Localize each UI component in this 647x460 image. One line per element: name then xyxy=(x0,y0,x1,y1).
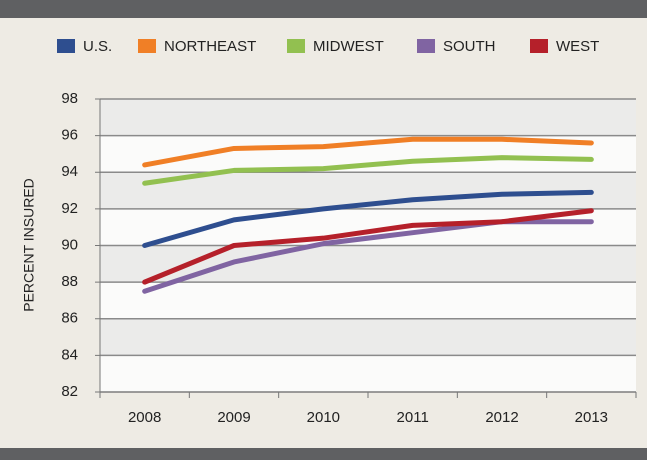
series-line xyxy=(142,189,594,248)
legend-label: MIDWEST xyxy=(313,38,384,55)
legend-label: SOUTH xyxy=(443,38,496,55)
y-tick-label: 96 xyxy=(61,127,78,144)
y-tick-label: 84 xyxy=(61,346,78,363)
y-tick-label: 92 xyxy=(61,200,78,217)
x-tick-label: 2010 xyxy=(307,409,340,426)
series-line xyxy=(142,136,594,168)
grid-band xyxy=(100,99,636,136)
x-tick-label: 2013 xyxy=(575,409,608,426)
legend-label: U.S. xyxy=(83,38,112,55)
grid-band xyxy=(100,245,636,283)
y-tick-label: 86 xyxy=(61,310,78,327)
legend-swatch xyxy=(287,39,305,53)
y-tick-label: 88 xyxy=(61,273,78,290)
top-bar xyxy=(0,0,647,18)
x-tick-label: 2009 xyxy=(217,409,250,426)
y-axis-label: PERCENT INSURED xyxy=(21,178,37,312)
x-tick-label: 2008 xyxy=(128,409,161,426)
y-tick-label: 98 xyxy=(61,90,78,107)
grid-band xyxy=(100,282,636,319)
grid-band xyxy=(100,355,636,392)
legend-label: WEST xyxy=(556,38,599,55)
y-tick-label: 82 xyxy=(61,383,78,400)
y-tick-label: 94 xyxy=(61,163,78,180)
legend-swatch xyxy=(138,39,156,53)
legend-label: NORTHEAST xyxy=(164,38,256,55)
x-tick-label: 2012 xyxy=(485,409,518,426)
x-tick-label: 2011 xyxy=(397,409,429,426)
bottom-bar xyxy=(0,448,647,460)
series-line xyxy=(142,155,594,186)
grid-band xyxy=(100,318,636,356)
y-tick-label: 90 xyxy=(61,236,78,253)
legend-swatch xyxy=(57,39,75,53)
legend-swatch xyxy=(530,39,548,53)
series-line xyxy=(142,208,594,285)
legend-swatch xyxy=(417,39,435,53)
